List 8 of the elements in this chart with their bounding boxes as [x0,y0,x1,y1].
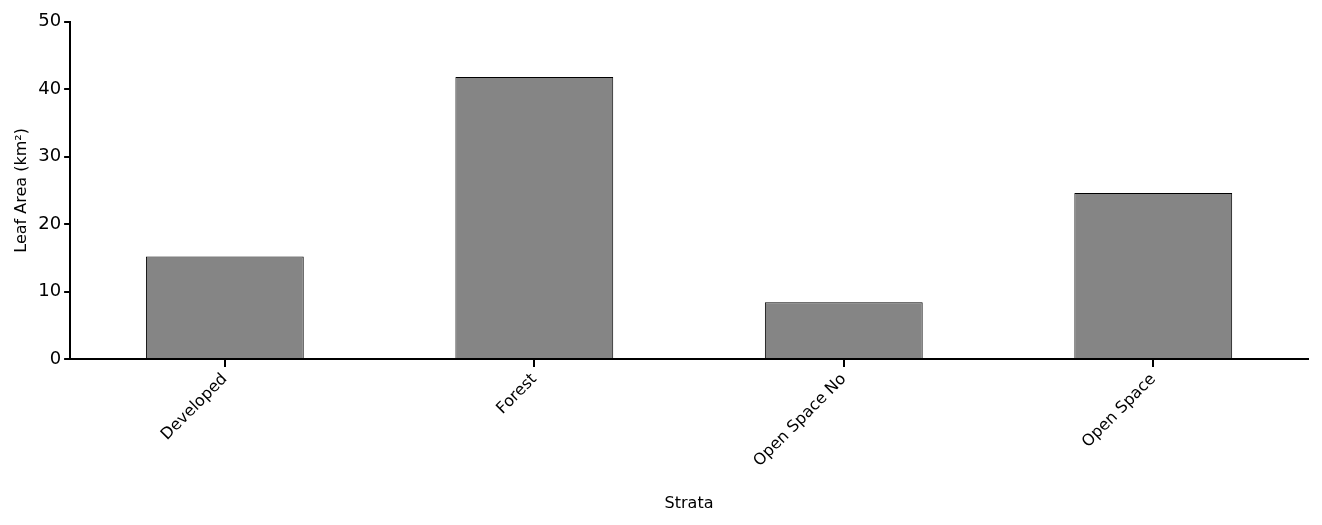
y-tick-label: 0 [49,346,62,368]
y-tick-label: 50 [38,9,62,31]
y-tick-label: 10 [38,279,62,301]
y-tick-label: 20 [38,211,62,233]
x-axis-title: Strata [664,492,714,512]
y-axis-title: Leaf Area (km²) [10,128,30,253]
y-tick-label: 40 [38,76,62,98]
y-tick-label: 30 [38,144,62,166]
